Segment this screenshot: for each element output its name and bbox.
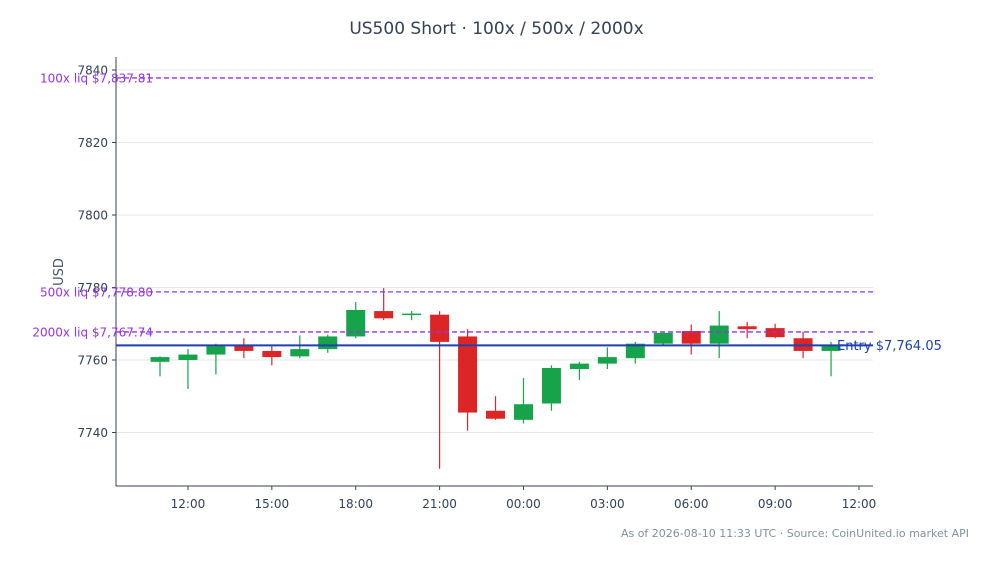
candles <box>150 288 841 469</box>
candle-body <box>374 311 394 319</box>
x-tick-label: 18:00 <box>338 497 373 511</box>
candle-body <box>178 354 198 360</box>
candle-body <box>569 363 589 370</box>
y-tick-label: 7800 <box>77 209 108 223</box>
y-axis-label: USD <box>52 258 67 286</box>
reference-lines: Entry $7,764.05 100x liq $7,837.81 500x li… <box>32 71 942 353</box>
x-tick-label: 21:00 <box>422 497 457 511</box>
candle-body <box>150 357 170 362</box>
candle-body <box>486 410 506 419</box>
candle-body <box>290 349 310 357</box>
candle-body <box>541 367 561 404</box>
x-tick-label: 03:00 <box>590 497 625 511</box>
candle-body <box>402 313 422 316</box>
y-tick-label: 7780 <box>77 281 108 295</box>
candle-body <box>625 343 645 359</box>
candle-body <box>430 314 450 342</box>
x-tick-label: 00:00 <box>506 497 541 511</box>
candle-body <box>262 350 282 358</box>
candle-body <box>318 336 338 350</box>
chart-title: US500 Short · 100x / 500x / 2000x <box>349 19 644 39</box>
x-tick-label: 12:00 <box>171 497 206 511</box>
candle-body <box>653 332 673 344</box>
candle-body <box>458 336 478 413</box>
candle-body <box>346 309 366 337</box>
candle-body <box>765 328 785 338</box>
candle-body <box>513 404 533 420</box>
chart-footer: As of 2026-08-10 11:33 UTC · Source: Coi… <box>620 527 969 540</box>
y-tick-label: 7840 <box>77 64 108 78</box>
x-tick-label: 15:00 <box>255 497 290 511</box>
y-tick-label: 7820 <box>77 136 108 150</box>
axes: 7740 7760 7780 7800 7820 7840 12:00 15:00 18:00 2… <box>77 57 876 511</box>
y-tick-label: 7760 <box>77 354 108 368</box>
candle-body <box>709 325 729 344</box>
y-tick-label: 7740 <box>77 426 108 440</box>
liquidation-label: 500x liq $7,778.80 <box>40 285 153 299</box>
grid-lines <box>116 69 873 433</box>
candle-body <box>821 345 841 351</box>
candle-body <box>597 357 617 364</box>
candle-body <box>681 331 701 344</box>
candle-body <box>234 345 254 351</box>
liquidation-label: 100x liq $7,837.81 <box>40 71 153 85</box>
x-tick-label: 09:00 <box>758 497 793 511</box>
liquidation-label: 2000x liq $7,767.74 <box>32 325 153 339</box>
x-tick-label: 06:00 <box>674 497 709 511</box>
candle-body <box>206 346 226 355</box>
candle-body <box>737 326 757 330</box>
x-tick-label: 12:00 <box>842 497 877 511</box>
entry-label: Entry $7,764.05 <box>837 339 942 354</box>
